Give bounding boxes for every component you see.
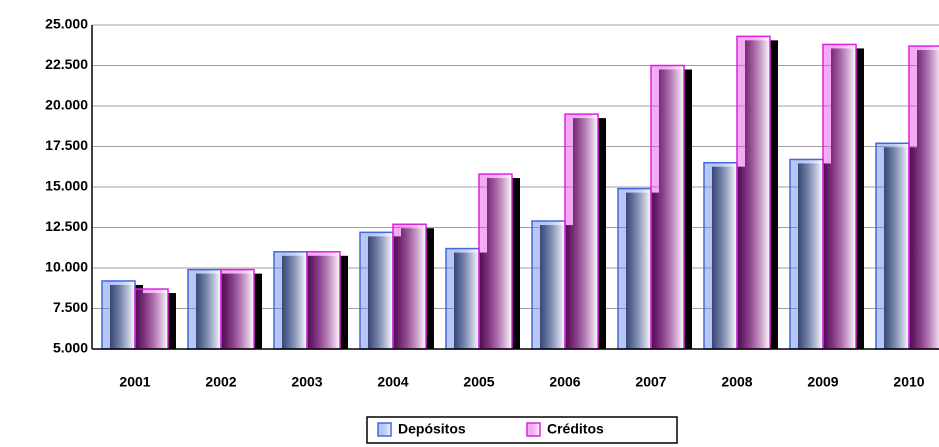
x-tick-label: 2001 [119,374,150,390]
x-tick-label: 2006 [549,374,580,390]
bar [101,280,136,350]
y-tick-label: 17.500 [45,137,88,153]
bar [220,268,255,350]
bar [273,251,308,350]
y-tick-label: 5.000 [53,340,88,356]
bar [736,35,771,350]
x-tick-label: 2002 [205,374,236,390]
bar [392,223,427,350]
y-tick-label: 20.000 [45,97,88,113]
y-tick-label: 12.500 [45,218,88,234]
bar [306,251,341,350]
x-tick-label: 2005 [463,374,494,390]
bar [822,43,857,350]
bar [445,247,480,350]
x-tick-label: 2007 [635,374,666,390]
x-tick-label: 2008 [721,374,752,390]
bar [359,231,394,350]
legend-label: Créditos [547,421,604,437]
bar [134,288,169,350]
bar [531,220,566,350]
bar [617,187,652,350]
y-tick-label: 25.000 [45,16,88,32]
y-tick-label: 15.000 [45,178,88,194]
bar [650,64,685,350]
y-tick-label: 7.500 [53,299,88,315]
bar [564,113,599,350]
x-tick-label: 2004 [377,374,408,390]
bar [703,161,738,350]
bar [789,158,824,350]
x-tick-label: 2003 [291,374,322,390]
y-tick-label: 10.000 [45,259,88,275]
legend-label: Depósitos [398,421,466,437]
bar [187,268,222,350]
x-tick-label: 2010 [893,374,924,390]
legend-swatch [377,422,392,437]
legend-box [366,416,678,444]
bar [478,173,513,350]
bar [908,45,939,350]
legend-swatch [526,422,541,437]
x-tick-label: 2009 [807,374,838,390]
bar [875,142,910,350]
y-tick-label: 22.500 [45,56,88,72]
